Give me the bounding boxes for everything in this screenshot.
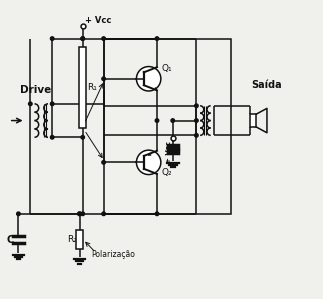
Circle shape [102, 212, 105, 216]
Text: Polarização: Polarização [91, 251, 135, 260]
Circle shape [50, 135, 54, 139]
Circle shape [155, 212, 159, 216]
Text: Drive: Drive [20, 85, 51, 94]
Circle shape [102, 37, 105, 40]
Circle shape [102, 77, 105, 80]
Circle shape [195, 119, 198, 122]
Circle shape [136, 150, 161, 175]
Circle shape [78, 212, 81, 216]
Text: + Vcc: + Vcc [85, 16, 112, 25]
Bar [104, 39, 231, 214]
Bar [79, 48, 86, 129]
Circle shape [81, 37, 85, 40]
Circle shape [195, 134, 198, 137]
Bar [250, 115, 256, 127]
Circle shape [102, 161, 105, 164]
Circle shape [50, 102, 54, 106]
Circle shape [78, 212, 81, 216]
Text: Saída: Saída [252, 80, 282, 90]
Circle shape [17, 212, 20, 216]
Circle shape [81, 135, 85, 139]
Text: C: C [6, 234, 14, 245]
Text: Q₁: Q₁ [162, 64, 172, 73]
Circle shape [28, 102, 32, 106]
Circle shape [136, 67, 161, 91]
Circle shape [81, 37, 85, 40]
Circle shape [155, 119, 159, 122]
Bar [76, 230, 83, 249]
Circle shape [195, 104, 198, 108]
Text: R₁: R₁ [88, 83, 98, 92]
Circle shape [155, 37, 159, 40]
Text: Q₂: Q₂ [162, 167, 172, 177]
Text: + Vcc: + Vcc [166, 141, 172, 163]
Circle shape [81, 212, 85, 216]
Circle shape [50, 37, 54, 40]
Text: R₂: R₂ [67, 235, 77, 244]
Circle shape [171, 119, 174, 122]
